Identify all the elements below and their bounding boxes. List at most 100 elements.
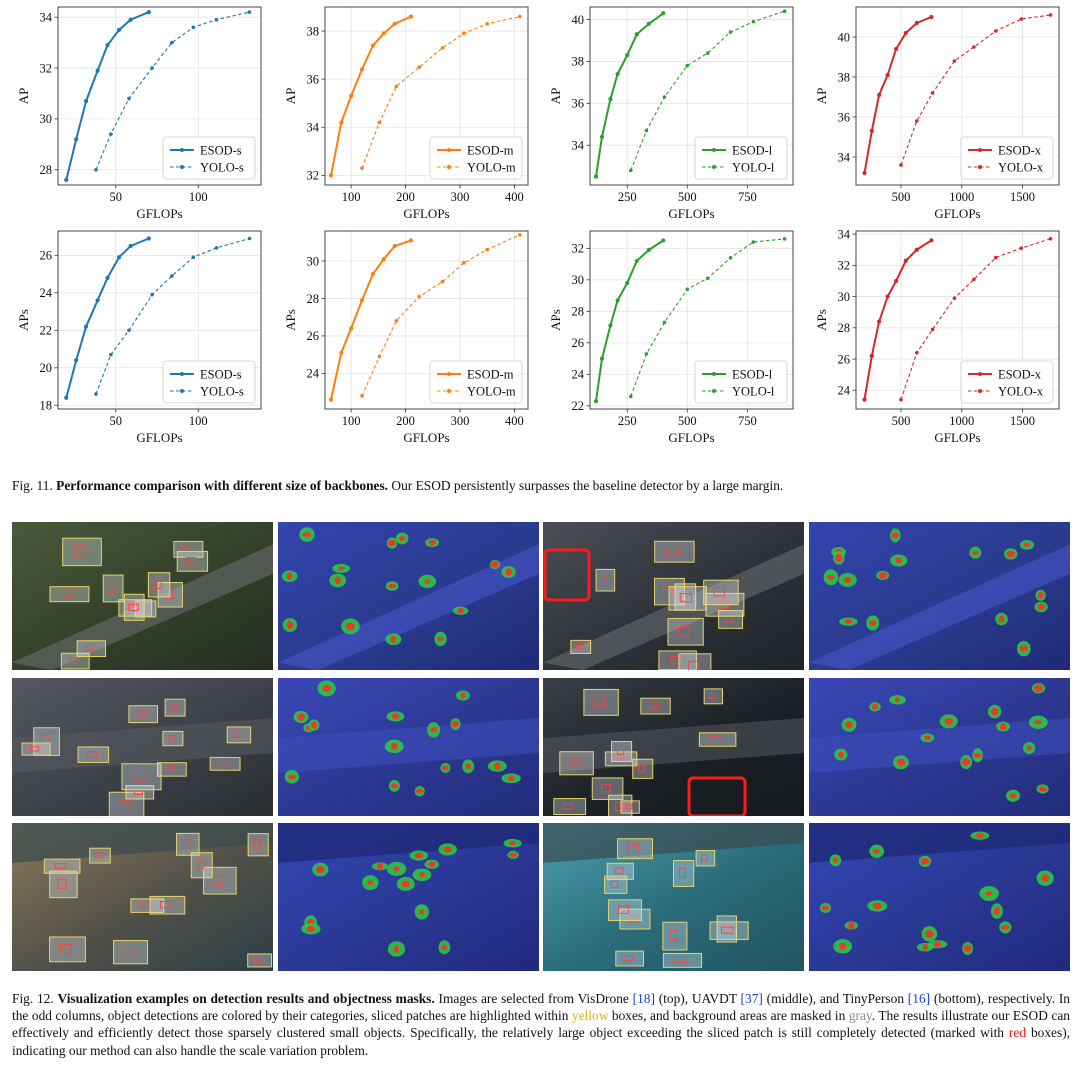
detection-box bbox=[160, 901, 172, 909]
y-tick-label: 38 bbox=[572, 55, 585, 69]
objectness-core bbox=[973, 753, 983, 758]
objectness-core bbox=[437, 636, 444, 642]
sliced-patch-box bbox=[162, 730, 184, 747]
sliced-patch-box bbox=[620, 800, 640, 814]
detection-box bbox=[129, 601, 137, 612]
data-point bbox=[417, 294, 421, 299]
series-line-YOLO-x bbox=[900, 14, 1051, 166]
sliced-patch-box bbox=[611, 741, 633, 762]
data-point bbox=[339, 120, 344, 125]
data-point bbox=[728, 255, 733, 260]
y-tick-label: 32 bbox=[838, 259, 851, 273]
y-axis-label: AP bbox=[814, 88, 829, 105]
detection-box bbox=[617, 747, 625, 755]
detection-box bbox=[663, 585, 673, 597]
fig12-text-6: . The results illustrate our ESOD can ef… bbox=[12, 1008, 1070, 1041]
data-point bbox=[109, 352, 113, 357]
data-point bbox=[972, 277, 976, 282]
y-tick-label: 26 bbox=[40, 249, 53, 263]
data-point bbox=[83, 98, 89, 104]
detection-box bbox=[154, 579, 162, 589]
y-tick-label: 30 bbox=[572, 273, 585, 287]
data-point bbox=[146, 9, 151, 15]
sliced-patch-box bbox=[157, 582, 183, 608]
objectness-core bbox=[401, 880, 410, 888]
data-point bbox=[94, 392, 98, 396]
vis-image bbox=[12, 678, 273, 816]
legend-marker bbox=[978, 148, 982, 152]
detection-box bbox=[678, 625, 690, 637]
data-point bbox=[128, 17, 133, 22]
data-point bbox=[894, 46, 899, 52]
vis-tile-r1-c1 bbox=[12, 522, 273, 670]
sliced-patch-box bbox=[156, 762, 187, 777]
data-point bbox=[247, 236, 252, 241]
y-tick-label: 32 bbox=[307, 169, 320, 183]
detection-box bbox=[30, 746, 40, 752]
y-tick-label: 28 bbox=[40, 163, 53, 177]
sliced-patch-box bbox=[76, 640, 106, 658]
y-axis-label: AP bbox=[283, 88, 298, 105]
data-point bbox=[370, 43, 375, 48]
series-line-YOLO-l bbox=[630, 10, 785, 171]
data-point bbox=[440, 46, 445, 50]
data-point bbox=[408, 14, 414, 19]
detection-box bbox=[108, 582, 116, 593]
detection-box bbox=[601, 783, 612, 793]
sliced-patch-box bbox=[49, 936, 86, 963]
data-point bbox=[191, 255, 196, 260]
y-tick-label: 26 bbox=[572, 336, 585, 350]
data-point bbox=[360, 166, 364, 170]
vis-tile-r2-c1 bbox=[12, 678, 273, 816]
objectness-core bbox=[963, 945, 972, 952]
objectness-core bbox=[922, 944, 928, 951]
data-point bbox=[440, 279, 445, 284]
series-line-ESOD-x bbox=[863, 239, 932, 400]
vis-road bbox=[12, 544, 273, 670]
detection-box bbox=[614, 867, 624, 875]
sliced-patch-box bbox=[672, 859, 695, 887]
y-axis-label: AP bbox=[548, 88, 563, 105]
detection-box bbox=[168, 735, 176, 742]
vis-tile-r1-c3 bbox=[543, 522, 804, 670]
axes-frame bbox=[855, 6, 1060, 186]
detection-box bbox=[669, 656, 682, 664]
vis-image bbox=[543, 522, 804, 670]
data-point bbox=[461, 31, 466, 36]
detection-box bbox=[140, 902, 152, 909]
y-tick-label: 26 bbox=[307, 329, 320, 343]
data-point bbox=[328, 397, 334, 402]
objectness-core bbox=[508, 775, 515, 782]
series-line-ESOD-m bbox=[330, 239, 412, 400]
detection-box bbox=[709, 692, 716, 700]
data-point bbox=[608, 97, 613, 102]
y-tick-label: 28 bbox=[838, 321, 851, 335]
vis-image bbox=[278, 823, 539, 971]
ref-37-link[interactable]: [37] bbox=[740, 991, 763, 1006]
objectness-core bbox=[845, 721, 853, 729]
objectness-core bbox=[418, 872, 426, 878]
data-point bbox=[170, 40, 174, 45]
chart-8: 500 1000 1500 24 26 28 30 32 34 GFLOPs APs ESOD-x YO… bbox=[814, 227, 1060, 445]
legend-box bbox=[694, 136, 788, 180]
word-gray: gray bbox=[848, 1008, 872, 1024]
word-red: red bbox=[1008, 1025, 1027, 1041]
legend-entry: YOLO-l bbox=[732, 160, 775, 174]
data-point bbox=[64, 395, 69, 400]
objectness-core bbox=[428, 861, 436, 868]
data-point bbox=[394, 84, 399, 89]
vis-far-area bbox=[12, 823, 273, 863]
ref-16-link[interactable]: [16] bbox=[907, 991, 931, 1006]
legend-box bbox=[162, 136, 256, 180]
data-point bbox=[625, 53, 630, 58]
sliced-patch-box bbox=[247, 953, 273, 968]
sliced-patch-box bbox=[226, 726, 252, 744]
sliced-patch-box bbox=[125, 785, 155, 800]
y-tick-label: 32 bbox=[572, 242, 585, 256]
legend-entry: YOLO-l bbox=[732, 384, 775, 398]
data-point bbox=[408, 238, 414, 243]
ref-18-link[interactable]: [18] bbox=[632, 991, 655, 1006]
series-line-ESOD-s bbox=[65, 11, 150, 181]
objectness-core bbox=[391, 783, 398, 789]
sliced-patch-box bbox=[668, 586, 707, 611]
